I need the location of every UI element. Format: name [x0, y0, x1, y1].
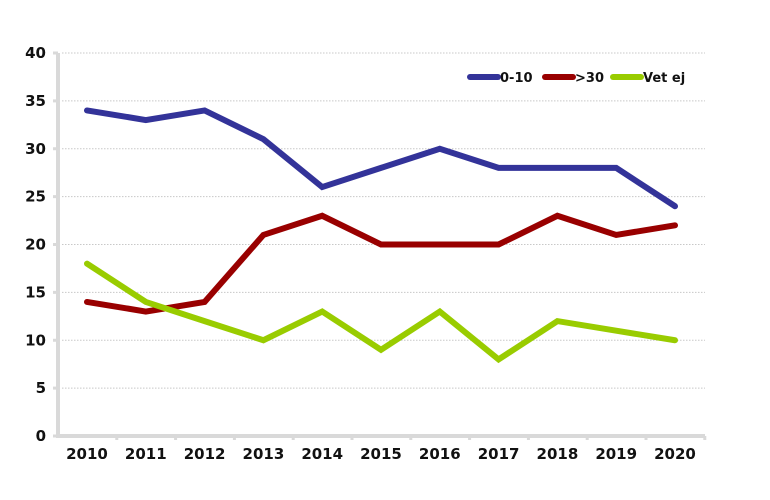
series-line-2: [84, 260, 678, 364]
legend-label: >30: [575, 71, 604, 86]
x-tick-label: 2014: [301, 445, 343, 463]
x-tick-label: 2015: [360, 445, 402, 463]
series-lines: [84, 107, 678, 364]
series-line-1: [84, 212, 678, 315]
y-tick-label: 0: [36, 427, 46, 445]
y-tick-label: 35: [25, 92, 46, 110]
x-tick-label: 2018: [537, 445, 579, 463]
x-axis-ticks: 2010 2011 2012 2013 2014 2015 2016 2017 2018 2019…: [66, 445, 696, 463]
y-tick-label: 10: [25, 331, 46, 349]
legend: 0-10 >30 Vet ej: [467, 71, 685, 86]
x-tick-label: 2019: [595, 445, 637, 463]
y-axis-ticks: 0 5 10 15 20 25 30 35 40: [25, 44, 46, 445]
legend-label: 0-10: [500, 71, 533, 86]
axes: [53, 51, 707, 440]
y-tick-label: 20: [25, 236, 46, 254]
y-tick-label: 5: [36, 379, 46, 397]
y-tick-label: 15: [25, 283, 46, 301]
y-tick-label: 25: [25, 188, 46, 206]
y-tick-label: 30: [25, 140, 46, 158]
y-tick-label: 40: [25, 44, 46, 62]
x-tick-label: 2012: [184, 445, 226, 463]
x-tick-label: 2017: [478, 445, 520, 463]
x-tick-label: 2010: [66, 445, 108, 463]
legend-label: Vet ej: [643, 71, 685, 86]
gridlines: [62, 52, 705, 389]
x-tick-label: 2011: [125, 445, 167, 463]
series-line-0: [84, 107, 678, 210]
x-tick-label: 2016: [419, 445, 461, 463]
x-tick-label: 2020: [654, 445, 696, 463]
x-tick-label: 2013: [243, 445, 285, 463]
